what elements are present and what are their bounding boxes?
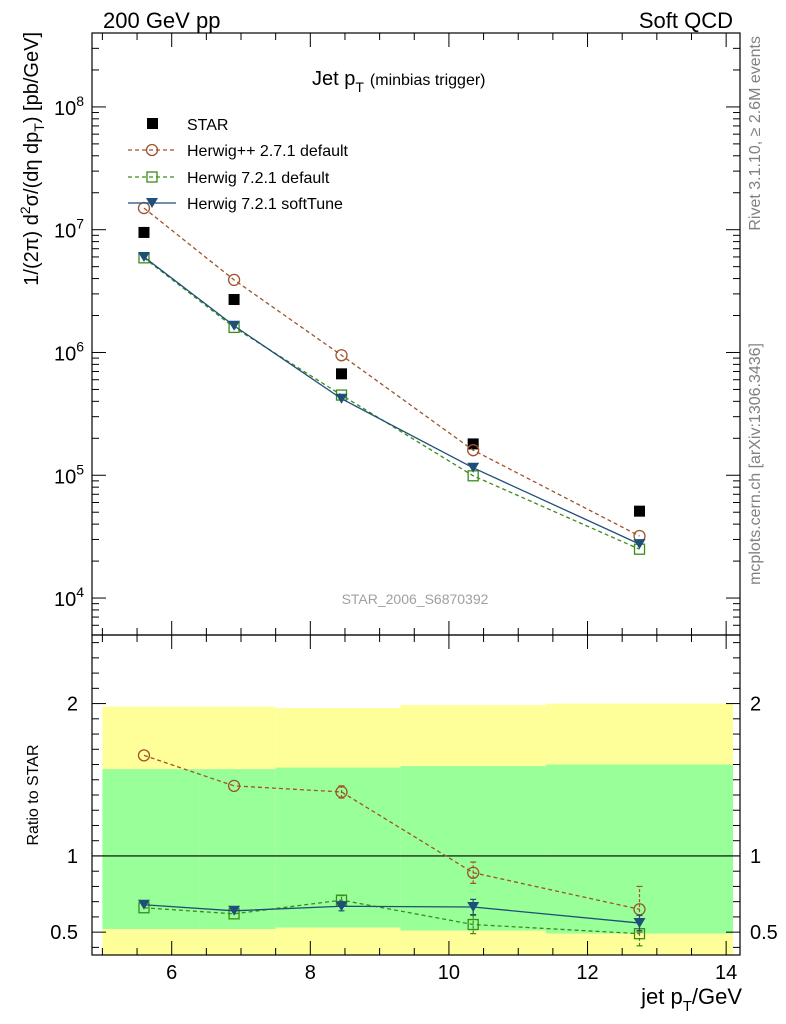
legend-marker-herwigpp	[145, 143, 159, 157]
chart-title-note: (minbias trigger)	[370, 72, 486, 89]
main-point-s0-4	[634, 505, 646, 517]
main-point-s0-0	[138, 226, 150, 238]
main-ytick-label-2: 106	[54, 338, 84, 365]
ratio-ytick-label-0: 0.5	[50, 922, 78, 944]
main-point-s3-0	[137, 251, 150, 262]
main-ytick-exp-2: 6	[76, 338, 84, 354]
legend-marker-h72default	[146, 171, 158, 183]
xlabel-post: /GeV	[692, 984, 742, 1009]
ratio-point-s2-4	[633, 918, 646, 928]
analysis-watermark: STAR_2006_S6870392	[342, 591, 489, 607]
main-ytick-exp-1: 5	[76, 461, 84, 477]
ratio-bands-layer	[92, 703, 740, 955]
x-tick-label-3: 12	[576, 962, 598, 984]
ylabel-pre: 1/(2π) d	[21, 214, 43, 286]
ylabel-mid: σ/(dη dp	[21, 132, 43, 207]
ratio-ytick-label-right-0: 0.5	[750, 922, 778, 944]
main-point-s1-2	[335, 349, 348, 362]
ratio-series-layer	[137, 749, 646, 947]
main-ytick-exp-0: 4	[76, 584, 84, 600]
ratio-ytick-label-2: 2	[67, 694, 78, 716]
ratio-point-s0-3	[467, 866, 480, 879]
xlabel-pre: jet p	[640, 984, 683, 1009]
ratio-band-lower-1	[199, 929, 276, 955]
ratio-point-s2-3	[467, 902, 480, 912]
ratio-y-axis-label: Ratio to STAR	[25, 744, 42, 845]
main-ytick-label-0: 104	[54, 584, 84, 611]
main-point-s0-3	[467, 438, 479, 450]
legend-label-star: STAR	[187, 117, 228, 134]
main-line-series-2	[143, 257, 640, 550]
main-ytick-base-1: 10	[54, 466, 76, 488]
ylabel-post: ) [pb/GeV]	[21, 32, 43, 123]
ratio-band-lower-3	[400, 930, 546, 955]
chart-title: Jet pT (minbias trigger)	[312, 68, 486, 95]
ylabel-sub: T	[31, 123, 47, 132]
mcplots-label: mcplots.cern.ch [arXiv:1306.3436]	[747, 343, 764, 585]
header-right: Soft QCD	[639, 8, 733, 33]
legend-marker-h72soft	[146, 198, 158, 208]
legend-label-h72default: Herwig 7.2.1 default	[187, 170, 330, 187]
ratio-point-s2-0	[137, 899, 150, 910]
rivet-label: Rivet 3.1.10, ≥ 2.6M events	[747, 36, 764, 231]
x-tick-label-4: 14	[715, 962, 737, 984]
ratio-ytick-label-right-1: 1	[750, 846, 761, 868]
main-ytick-label-3: 107	[54, 216, 84, 243]
main-point-s1-3	[467, 444, 480, 457]
ratio-point-s0-1	[227, 779, 241, 793]
legend: STAR Herwig++ 2.7.1 default Herwig 7.2.1…	[128, 117, 349, 213]
ratio-band-inner-2	[275, 767, 401, 928]
main-ytick-exp-4: 8	[76, 93, 84, 109]
ratio-band-inner-0	[102, 769, 200, 930]
main-ytick-base-2: 10	[54, 343, 76, 365]
main-point-s0-2	[335, 368, 347, 380]
legend-label-h72soft: Herwig 7.2.1 softTune	[187, 196, 343, 213]
ratio-band-lower-0	[102, 929, 200, 955]
legend-label-herwigpp: Herwig++ 2.7.1 default	[187, 143, 349, 160]
chart-title-main: Jet p	[312, 68, 355, 90]
main-line-series-3	[143, 256, 640, 545]
legend-marker-star	[147, 118, 158, 129]
xlabel-sub: T	[683, 998, 692, 1015]
main-ytick-base-4: 10	[54, 98, 76, 120]
ratio-band-inner-1	[199, 769, 276, 930]
main-y-axis-label: 1/(2π) d2σ/(dη dpT) [pb/GeV]	[17, 32, 47, 286]
ratio-band-inner-4	[545, 764, 734, 934]
main-point-s0-1	[228, 294, 240, 306]
ratio-line-series-1	[143, 899, 640, 935]
main-series-layer	[137, 201, 646, 555]
ratio-panel-frame: 0.5 0.51 12 26 8 10 12 14	[50, 634, 778, 984]
main-point-s3-2	[335, 393, 348, 404]
main-point-s3-4	[633, 539, 646, 550]
main-ytick-label-1: 105	[54, 461, 84, 488]
ratio-point-s0-2	[335, 785, 348, 799]
main-point-s3-3	[467, 462, 480, 473]
main-point-s1-1	[227, 273, 241, 287]
ratio-ytick-label-right-2: 2	[750, 694, 761, 716]
main-line-series-1	[143, 207, 640, 537]
ratio-point-s0-0	[137, 749, 151, 762]
ylabel-sup: 2	[17, 206, 33, 214]
main-ytick-base-3: 10	[54, 221, 76, 243]
chart-title-sub: T	[355, 79, 364, 95]
main-ytick-base-0: 10	[54, 589, 76, 611]
ratio-ytick-label-1: 1	[67, 846, 78, 868]
x-tick-label-0: 6	[166, 962, 177, 984]
ratio-point-s1-3	[467, 918, 479, 931]
header-left: 200 GeV pp	[103, 8, 220, 33]
ratio-point-s2-2	[335, 901, 348, 912]
ratio-line-series-0	[143, 754, 640, 910]
main-ytick-label-4: 108	[54, 93, 84, 120]
x-axis-label: jet pT/GeV	[640, 984, 742, 1015]
x-tick-label-1: 8	[305, 962, 316, 984]
ratio-point-s2-1	[228, 905, 241, 916]
main-ytick-exp-3: 7	[76, 216, 84, 232]
x-tick-label-2: 10	[438, 962, 460, 984]
ratio-band-lower-2	[275, 927, 401, 955]
main-point-s3-1	[228, 320, 241, 331]
